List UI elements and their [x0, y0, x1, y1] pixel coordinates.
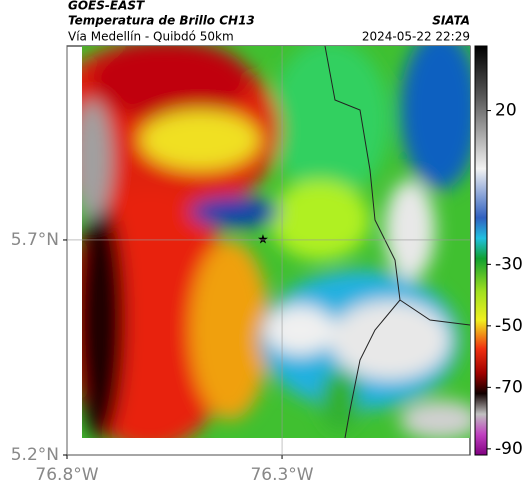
- imagery: [82, 46, 470, 438]
- y-tick-label: 5.2°N: [11, 445, 59, 465]
- colorbar-label: -70: [495, 377, 523, 397]
- colorbar-label: -30: [495, 254, 523, 274]
- colorbar: [474, 45, 488, 456]
- colorbar-label: -90: [495, 439, 523, 459]
- colorbar-label: 20: [495, 101, 517, 121]
- x-tick-label: 76.8°W: [35, 465, 98, 485]
- subtitle: Vía Medellín - Quibdó 50km: [68, 30, 234, 44]
- x-tick-label: 76.3°W: [250, 465, 313, 485]
- timestamp: 2024-05-22 22:29: [362, 30, 470, 44]
- y-tick-label: 5.7°N: [11, 230, 59, 250]
- title: Temperatura de Brillo CH13: [68, 14, 255, 28]
- colorbar-label: -50: [495, 316, 523, 336]
- source: SIATA: [432, 14, 470, 28]
- satellite: GOES-EAST: [68, 0, 145, 13]
